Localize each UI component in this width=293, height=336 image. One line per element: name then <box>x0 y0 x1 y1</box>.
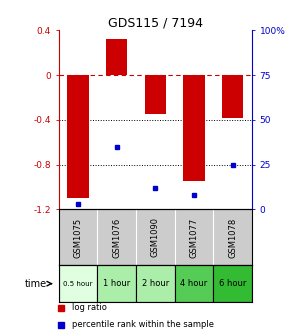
Text: time: time <box>25 279 47 289</box>
Bar <box>136 265 175 302</box>
Text: GSM1077: GSM1077 <box>190 217 198 258</box>
Bar <box>106 39 127 75</box>
Bar <box>97 265 136 302</box>
Title: GDS115 / 7194: GDS115 / 7194 <box>108 16 203 29</box>
Bar <box>175 265 213 302</box>
Bar <box>145 75 166 114</box>
Text: 0.5 hour: 0.5 hour <box>63 281 93 287</box>
Bar <box>67 75 88 198</box>
Text: log ratio: log ratio <box>72 303 107 312</box>
Text: GSM1076: GSM1076 <box>112 217 121 258</box>
Bar <box>59 265 97 302</box>
Text: percentile rank within the sample: percentile rank within the sample <box>72 321 214 329</box>
Text: GSM1075: GSM1075 <box>74 217 82 257</box>
Bar <box>222 75 243 118</box>
Text: 4 hour: 4 hour <box>180 279 208 288</box>
Text: 2 hour: 2 hour <box>142 279 169 288</box>
Text: 1 hour: 1 hour <box>103 279 130 288</box>
Text: 6 hour: 6 hour <box>219 279 246 288</box>
Bar <box>183 75 205 181</box>
Text: GSM1078: GSM1078 <box>228 217 237 258</box>
Text: GSM1090: GSM1090 <box>151 217 160 257</box>
Bar <box>213 265 252 302</box>
